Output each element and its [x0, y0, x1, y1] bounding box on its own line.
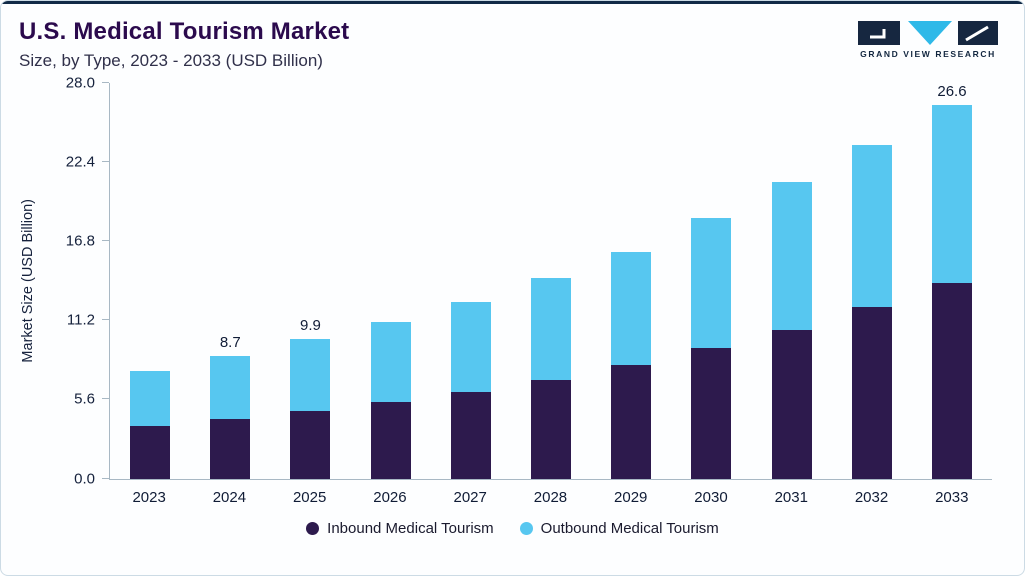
x-tick-label: 2028: [533, 488, 568, 506]
y-tick-mark: [102, 160, 109, 162]
x-tick-label: 2025: [292, 488, 327, 506]
y-tick-mark: [102, 398, 109, 400]
page-title: U.S. Medical Tourism Market: [19, 18, 350, 45]
bar-segment-inbound: [851, 307, 892, 479]
bar-segment-outbound: [531, 277, 572, 380]
bar-column-2028: [511, 83, 591, 479]
x-tick-label: 2029: [614, 488, 648, 506]
top-accent-rule: [1, 1, 1024, 4]
x-tick-label: 2030: [694, 488, 728, 506]
bar-segment-inbound: [531, 379, 572, 479]
y-tick-label: 11.2: [66, 311, 95, 329]
bar-segment-outbound: [130, 371, 171, 427]
legend-label: Inbound Medical Tourism: [327, 519, 494, 537]
y-tick-mark: [102, 477, 109, 479]
legend-label: Outbound Medical Tourism: [540, 519, 719, 537]
bar-column-2031: [752, 83, 832, 479]
y-tick-label: 28.0: [65, 74, 95, 92]
bar-segment-outbound: [931, 104, 972, 284]
bar-total-label: 9.9: [300, 316, 321, 334]
bar-column-2027: [431, 83, 511, 479]
bar-total-label: 8.7: [219, 333, 241, 351]
x-tick-label: 2031: [774, 488, 808, 506]
bar-segment-outbound: [370, 321, 411, 403]
bar-column-2029: [591, 83, 671, 479]
bar-segment-outbound: [290, 338, 331, 411]
x-tick-label: 2033: [935, 488, 969, 506]
chart: Market Size (USD Billion) 0.0 5.6 11.2 16.8…: [1, 71, 1024, 506]
y-tick-label: 5.6: [74, 390, 95, 408]
bar-column-2026: [351, 83, 431, 479]
bar-segment-inbound: [450, 392, 491, 479]
bar-segment-inbound: [370, 402, 411, 479]
plot-frame: 8.7 9.9 26.6: [109, 82, 992, 480]
x-tick-label: 2026: [373, 488, 407, 506]
bar-segment-inbound: [691, 348, 732, 479]
x-axis-labels: 2023 2024 2025 2026 2027 2028 2029 2030 2031 2032…: [109, 480, 992, 506]
x-tick-label: 2032: [854, 488, 889, 506]
bar-segment-outbound: [611, 252, 652, 366]
brand-logo-text: GRAND VIEW RESEARCH: [860, 49, 996, 59]
bar-segment-outbound: [771, 181, 812, 331]
y-tick-mark: [102, 240, 109, 241]
x-tick-label: 2023: [132, 488, 166, 506]
bar-segment-inbound: [130, 426, 171, 479]
y-tick-label: 22.4: [65, 153, 95, 171]
bar-column-2024: 8.7: [190, 83, 270, 479]
header: U.S. Medical Tourism Market Size, by Typ…: [1, 4, 1024, 71]
title-block: U.S. Medical Tourism Market Size, by Typ…: [19, 18, 349, 71]
bar-segment-outbound: [210, 355, 251, 420]
y-axis-title: Market Size (USD Billion): [20, 198, 36, 363]
y-tick-mark: [102, 81, 109, 83]
bar-column-2025: 9.9: [270, 83, 350, 479]
bar-segment-inbound: [290, 410, 331, 479]
bar-total-label: 26.6: [937, 82, 967, 100]
bar-segment-inbound: [771, 330, 812, 479]
bar-column-2023: [110, 83, 190, 479]
legend-swatch-icon: [519, 521, 533, 535]
y-axis-ticks: 0.0 5.6 11.2 16.8 22.4 28.0: [43, 74, 109, 487]
bar-segment-outbound: [851, 144, 892, 308]
y-tick-label: 0.0: [74, 470, 95, 488]
legend-item: Inbound Medical Tourism: [306, 519, 494, 537]
x-tick-label: 2024: [212, 488, 247, 506]
y-axis-title-column: Market Size (USD Billion): [13, 83, 43, 479]
bar-column-2032: [832, 83, 912, 479]
bar-segment-outbound: [450, 301, 491, 393]
bar-segment-inbound: [611, 365, 652, 479]
legend-swatch-icon: [306, 521, 320, 535]
page-subtitle: Size, by Type, 2023 - 2033 (USD Billion): [19, 50, 323, 70]
y-tick-label: 16.8: [65, 232, 95, 250]
legend-item: Outbound Medical Tourism: [519, 519, 719, 537]
grand-view-research-logo-icon: [858, 21, 998, 45]
bar-segment-inbound: [931, 283, 972, 479]
bar-column-2033: 26.6: [912, 83, 992, 479]
bar-segment-inbound: [210, 419, 251, 479]
x-tick-label: 2027: [453, 488, 487, 506]
legend: Inbound Medical Tourism Outbound Medical …: [1, 520, 1024, 537]
plot-area: 8.7 9.9 26.6: [110, 83, 992, 479]
bar-segment-outbound: [691, 218, 732, 349]
brand-logo: GRAND VIEW RESEARCH: [858, 18, 998, 59]
y-tick-mark: [102, 319, 109, 321]
bar-column-2030: [671, 83, 751, 479]
